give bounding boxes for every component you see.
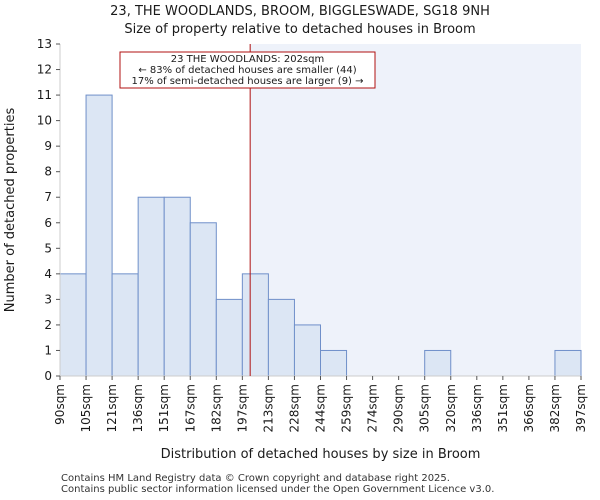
y-tick-label: 8: [44, 165, 52, 179]
footer-copyright: Contains HM Land Registry data © Crown c…: [61, 473, 450, 484]
histogram-bar: [59, 273, 87, 377]
x-tick-label: 382sqm: [548, 384, 562, 432]
x-tick-label: 121sqm: [105, 384, 119, 432]
histogram-bar: [554, 349, 582, 377]
y-tick-label: 12: [37, 63, 52, 77]
y-tick-label: 1: [44, 343, 52, 357]
x-tick-label: 336sqm: [470, 384, 484, 432]
histogram-bar: [267, 298, 295, 377]
x-axis-label: Distribution of detached houses by size …: [161, 447, 481, 462]
annotation-smaller: ← 83% of detached houses are smaller (44…: [138, 65, 356, 76]
x-tick-label: 213sqm: [261, 384, 275, 432]
x-tick-label: 105sqm: [79, 384, 93, 432]
y-tick-label: 9: [44, 139, 52, 153]
histogram-bar: [163, 196, 191, 377]
y-tick-label: 2: [44, 318, 52, 332]
annotation-larger: 17% of semi-detached houses are larger (…: [131, 76, 363, 87]
chart-subtitle: Size of property relative to detached ho…: [124, 22, 476, 37]
x-tick-label: 351sqm: [496, 384, 510, 432]
histogram-bar: [293, 324, 322, 377]
y-tick-label: 4: [44, 267, 52, 281]
x-tick-label: 167sqm: [183, 384, 197, 432]
y-tick-label: 10: [37, 114, 52, 128]
y-tick-label: 5: [44, 241, 52, 255]
x-tick-label: 320sqm: [444, 384, 458, 432]
x-tick-label: 90sqm: [53, 384, 67, 425]
x-tick-label: 305sqm: [418, 384, 432, 432]
x-tick-label: 228sqm: [287, 384, 301, 432]
histogram-bar: [189, 222, 217, 377]
x-tick-label: 290sqm: [392, 384, 406, 432]
y-tick-label: 11: [37, 88, 52, 102]
y-tick-label: 7: [44, 190, 52, 204]
x-tick-label: 274sqm: [366, 384, 380, 432]
y-tick-label: 6: [44, 216, 52, 230]
histogram-bar: [241, 273, 269, 377]
x-tick-label: 151sqm: [157, 384, 171, 432]
x-tick-label: 197sqm: [235, 384, 249, 432]
histogram-bar: [320, 349, 348, 377]
x-tick-label: 136sqm: [131, 384, 145, 432]
histogram-bar: [424, 349, 452, 377]
x-tick-label: 182sqm: [209, 384, 223, 432]
x-tick-label: 259sqm: [340, 384, 354, 432]
footer-licence: Contains public sector information licen…: [61, 484, 495, 495]
annotation-title: 23 THE WOODLANDS: 202sqm: [171, 54, 324, 65]
y-tick-label: 13: [37, 37, 52, 51]
y-tick-label: 0: [44, 369, 52, 383]
histogram-bar: [215, 298, 243, 377]
y-tick-label: 3: [44, 292, 52, 306]
x-tick-label: 366sqm: [522, 384, 536, 432]
histogram-bar: [137, 196, 165, 377]
larger-region-shade: [250, 44, 582, 376]
y-axis-label: Number of detached properties: [3, 108, 18, 313]
chart-title: 23, THE WOODLANDS, BROOM, BIGGLESWADE, S…: [110, 4, 490, 19]
histogram-bar: [85, 94, 113, 377]
histogram-bar: [111, 273, 139, 377]
x-tick-label: 397sqm: [574, 384, 588, 432]
x-tick-label: 244sqm: [314, 384, 328, 432]
annotation-box: [119, 51, 376, 89]
